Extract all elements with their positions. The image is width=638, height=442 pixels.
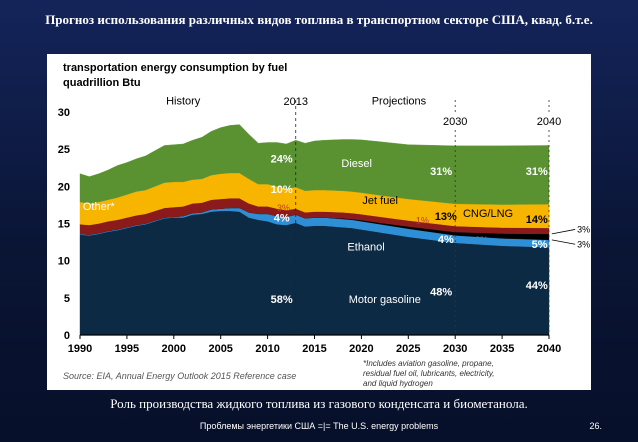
x-tick-label-2020: 2020 (349, 343, 373, 355)
annotation-17: 14% (526, 214, 548, 226)
annotation-8: Motor gasoline (349, 294, 421, 306)
page-number: 26. (589, 421, 602, 431)
x-tick-label-2035: 2035 (490, 343, 514, 355)
callout-label-0: 3% (577, 224, 590, 234)
annotation-14: 48% (430, 287, 452, 299)
x-tick-label-2015: 2015 (302, 343, 326, 355)
marker-label-2013: 2013 (283, 96, 307, 108)
annotation-7: Ethanol (347, 241, 384, 253)
area-series-group (79, 124, 550, 336)
x-tick-label-2040: 2040 (537, 343, 561, 355)
chart-title: transportation energy consumption by fue… (63, 62, 287, 74)
annotation-20: 2% (475, 235, 488, 245)
annotation-15: CNG/LNG (463, 208, 513, 220)
y-tick-label-25: 25 (58, 144, 70, 156)
callout-line-0 (551, 229, 576, 235)
annotation-9: Other* (83, 201, 116, 213)
footnote-line-1: residual fuel oil, lubricants, electrici… (363, 369, 494, 378)
x-tick-label-2025: 2025 (396, 343, 420, 355)
marker-label-2040: 2040 (537, 116, 561, 128)
annotation-0: 24% (271, 154, 293, 166)
chart-subtitle: quadrillion Btu (63, 77, 141, 89)
callout-label-1: 3% (577, 239, 590, 249)
annotation-18: 5% (532, 239, 548, 251)
source-note: Source: EIA, Annual Energy Outlook 2015 … (63, 371, 296, 381)
marker-label-bg-2030 (441, 114, 470, 127)
y-tick-label-10: 10 (58, 256, 70, 268)
annotation-1: 10% (271, 184, 293, 196)
y-tick-label-20: 20 (58, 181, 70, 193)
annotation-4: 58% (271, 294, 293, 306)
x-tick-label-2010: 2010 (255, 343, 279, 355)
annotation-6: Jet fuel (362, 195, 397, 207)
annotation-10: 31% (430, 166, 452, 178)
marker-label-bg-2040 (535, 114, 563, 127)
y-tick-label-15: 15 (58, 219, 70, 231)
x-tick-label-1990: 1990 (68, 343, 92, 355)
annotation-5: Diesel (341, 158, 372, 170)
axes-group: 1990 1995 2000 2005 2010 2015 2020 2025 2030 2035… (58, 107, 561, 355)
marker-group: 2013 2030 2040 History Projections (166, 96, 563, 335)
footnote-line-2: and liquid hydrogen (363, 379, 433, 388)
annotation-12: 1% (416, 216, 429, 226)
x-tick-label-2030: 2030 (443, 343, 467, 355)
annotation-3: 4% (274, 212, 290, 224)
marker-label-2030: 2030 (443, 116, 467, 128)
y-tick-label-5: 5 (64, 293, 70, 305)
slide-footer: Проблемы энергетики США =|= The U.S. ene… (199, 421, 439, 431)
footnote-line-0: *Includes aviation gasoline, propane, (363, 359, 494, 368)
callout-line-1 (551, 239, 576, 245)
area-diesel (79, 124, 550, 205)
x-tick-label-2005: 2005 (208, 343, 232, 355)
slide-title: Прогноз использования различных видов то… (45, 12, 593, 27)
annotation-16: 31% (526, 166, 548, 178)
region-label-history: History (166, 96, 201, 108)
chart-panel: transportation energy consumption by fue… (47, 54, 591, 390)
footnote: *Includes aviation gasoline, propane, res… (363, 359, 494, 388)
y-tick-label-30: 30 (58, 107, 70, 119)
annotation-2: 3% (277, 203, 290, 213)
x-tick-label-2000: 2000 (162, 343, 186, 355)
x-tick-label-1995: 1995 (115, 343, 139, 355)
chart-svg: transportation energy consumption by fue… (58, 62, 590, 388)
annotation-11: 13% (435, 211, 457, 223)
annotation-13: 4% (438, 234, 454, 246)
region-label-projections: Projections (372, 96, 427, 108)
slide-caption: Роль производства жидкого топлива из газ… (110, 396, 528, 411)
annotation-19: 44% (526, 280, 548, 292)
y-tick-label-0: 0 (64, 330, 70, 342)
